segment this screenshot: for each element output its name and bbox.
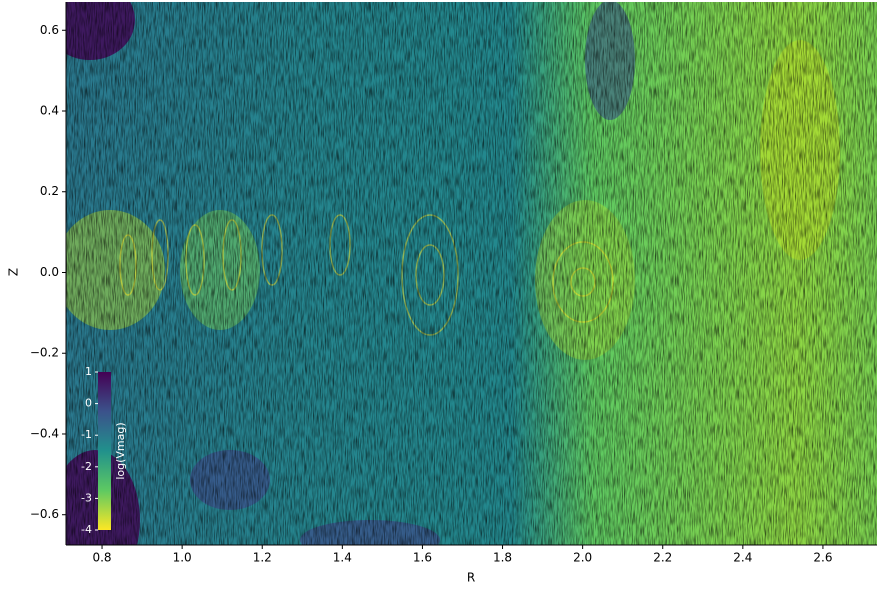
x-tick-label: 1.8 bbox=[493, 551, 512, 565]
x-tick-label: 1.0 bbox=[173, 551, 192, 565]
y-tick-label: 0.2 bbox=[40, 184, 59, 198]
y-tick-label: −0.2 bbox=[30, 346, 59, 360]
x-tick-label: 1.4 bbox=[333, 551, 352, 565]
x-tick-label: 0.8 bbox=[92, 551, 111, 565]
field-image bbox=[45, 0, 877, 589]
x-tick-label: 1.2 bbox=[253, 551, 272, 565]
y-tick-label: 0.0 bbox=[40, 265, 59, 279]
colorbar-tick-label: -1 bbox=[81, 428, 92, 441]
y-axis-label: Z bbox=[7, 268, 21, 276]
colorbar-bar bbox=[98, 372, 111, 530]
colorbar-tick-label: 0 bbox=[85, 397, 92, 410]
colorbar-tick-label: -3 bbox=[81, 491, 92, 504]
y-tick-label: −0.6 bbox=[30, 507, 59, 521]
x-tick-label: 2.6 bbox=[813, 551, 832, 565]
x-axis-label: R bbox=[467, 571, 475, 585]
y-tick-label: 0.4 bbox=[40, 104, 59, 118]
x-tick-label: 2.0 bbox=[573, 551, 592, 565]
colorbar-tick-label: -2 bbox=[81, 460, 92, 473]
y-tick-label: −0.4 bbox=[30, 426, 59, 440]
y-tick-label: 0.6 bbox=[40, 23, 59, 37]
x-tick-label: 2.4 bbox=[733, 551, 752, 565]
colorbar-tick-label: 1 bbox=[85, 365, 92, 378]
x-tick-label: 2.2 bbox=[653, 551, 672, 565]
x-tick-label: 1.6 bbox=[413, 551, 432, 565]
colorbar-tick-label: -4 bbox=[81, 523, 92, 536]
chart: 0.8 1.0 1.2 1.4 1.6 1.8 2.0 2.2 2.4 2.6 −0.6 −0.4 −0… bbox=[0, 0, 877, 589]
colorbar-label: log(Vmag) bbox=[114, 422, 127, 479]
